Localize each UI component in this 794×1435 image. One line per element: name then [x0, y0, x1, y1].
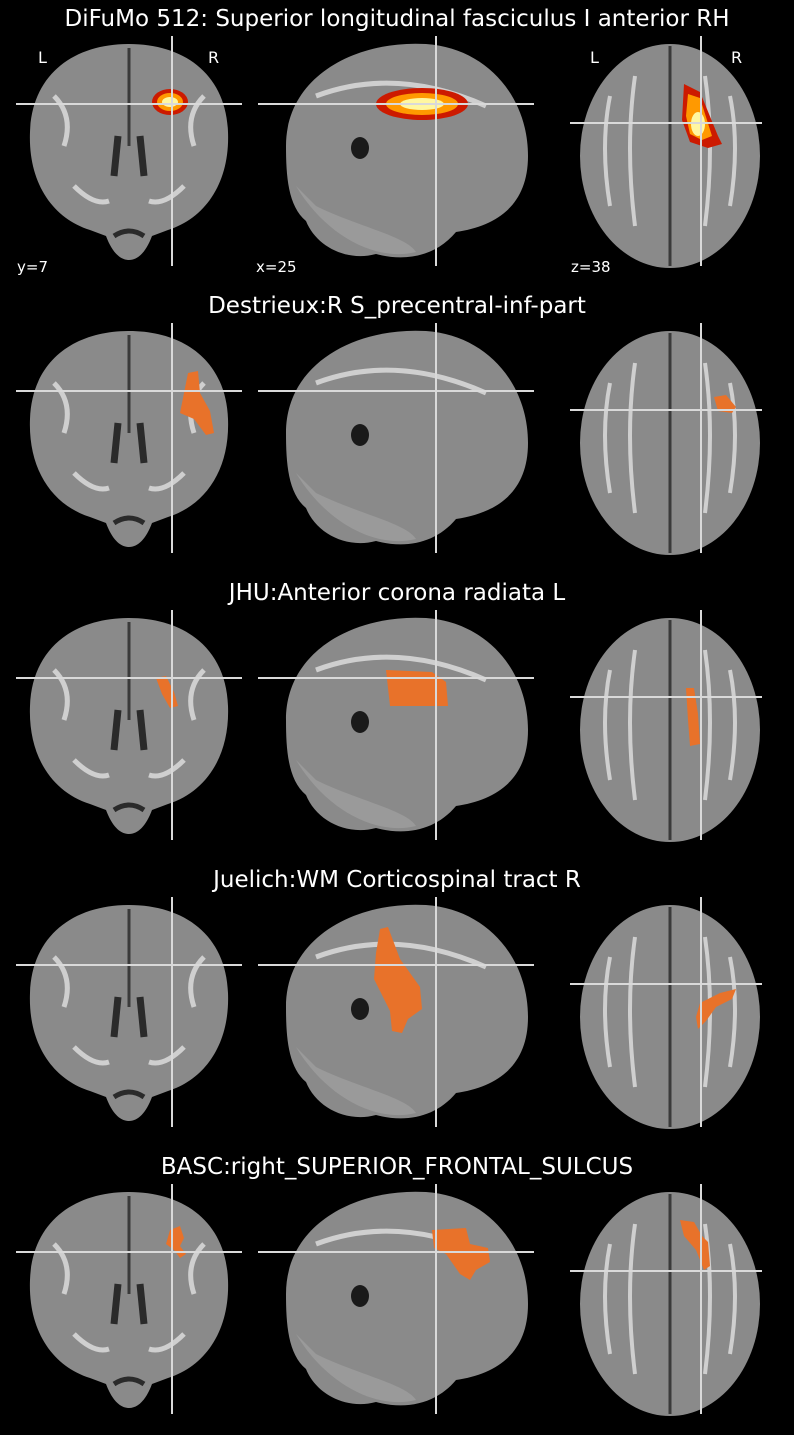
- axial-brain: [580, 618, 760, 842]
- orientation-right-axial: R: [731, 48, 743, 67]
- panel-difumo: DiFuMo 512: Superior longitudinal fascic…: [0, 0, 794, 287]
- orientation-left-axial: L: [590, 48, 599, 67]
- axial-brain: [580, 905, 760, 1129]
- sagittal-brain: [286, 1191, 528, 1406]
- sagittal-view: [256, 610, 536, 842]
- panel-title: Juelich:WM Corticospinal tract R: [213, 867, 581, 893]
- panel-destrieux: Destrieux:R S_precentral-inf-part: [0, 287, 794, 574]
- orientation-left-coronal: L: [38, 48, 47, 67]
- coronal-view: [14, 897, 244, 1129]
- coronal-roi: [180, 371, 214, 435]
- panel-jhu: JHU:Anterior corona radiata L: [0, 574, 794, 861]
- axial-view: [570, 897, 770, 1129]
- sagittal-view: [256, 897, 536, 1129]
- sagittal-view: [256, 36, 536, 268]
- coronal-brain: [29, 905, 229, 1121]
- sagittal-brain: [286, 330, 528, 545]
- axial-view: [570, 1184, 770, 1416]
- coronal-brain: [29, 331, 229, 547]
- panel-title: DiFuMo 512: Superior longitudinal fascic…: [64, 6, 730, 32]
- axial-roi: [696, 989, 736, 1029]
- sagittal-roi: [374, 927, 422, 1033]
- sagittal-view: [256, 1184, 536, 1416]
- axial-view: [570, 36, 770, 268]
- axial-brain: [580, 331, 760, 555]
- coronal-brain: [29, 618, 229, 834]
- coronal-view: [14, 36, 244, 268]
- sagittal-brain: [286, 617, 528, 832]
- coronal-view: [14, 1184, 244, 1416]
- sagittal-view: [256, 323, 536, 555]
- sagittal-brain: [286, 43, 528, 258]
- axial-view: [570, 323, 770, 555]
- axial-roi: [680, 1220, 710, 1270]
- coronal-brain: [29, 44, 229, 260]
- axial-view: [570, 610, 770, 842]
- axial-roi: [686, 688, 700, 746]
- panel-title: JHU:Anterior corona radiata L: [228, 580, 566, 606]
- coronal-view: [14, 323, 244, 555]
- panel-title: Destrieux:R S_precentral-inf-part: [208, 293, 586, 319]
- panel-title: BASC:right_SUPERIOR_FRONTAL_SULCUS: [160, 1154, 634, 1180]
- axial-brain: [580, 1192, 760, 1416]
- axial-brain: [580, 44, 760, 268]
- panel-basc: BASC:right_SUPERIOR_FRONTAL_SULCUS: [0, 1148, 794, 1435]
- orientation-right-coronal: R: [208, 48, 220, 67]
- coronal-view: [14, 610, 244, 842]
- coronal-brain: [29, 1192, 229, 1408]
- sagittal-roi: [432, 1228, 490, 1280]
- coord-label-sagittal: x=25: [256, 258, 297, 276]
- axial-roi: [714, 395, 736, 413]
- coord-label-coronal: y=7: [17, 258, 48, 276]
- coronal-roi: [152, 89, 188, 115]
- coord-label-axial: z=38: [571, 258, 611, 276]
- panel-juelich: Juelich:WM Corticospinal tract R: [0, 861, 794, 1148]
